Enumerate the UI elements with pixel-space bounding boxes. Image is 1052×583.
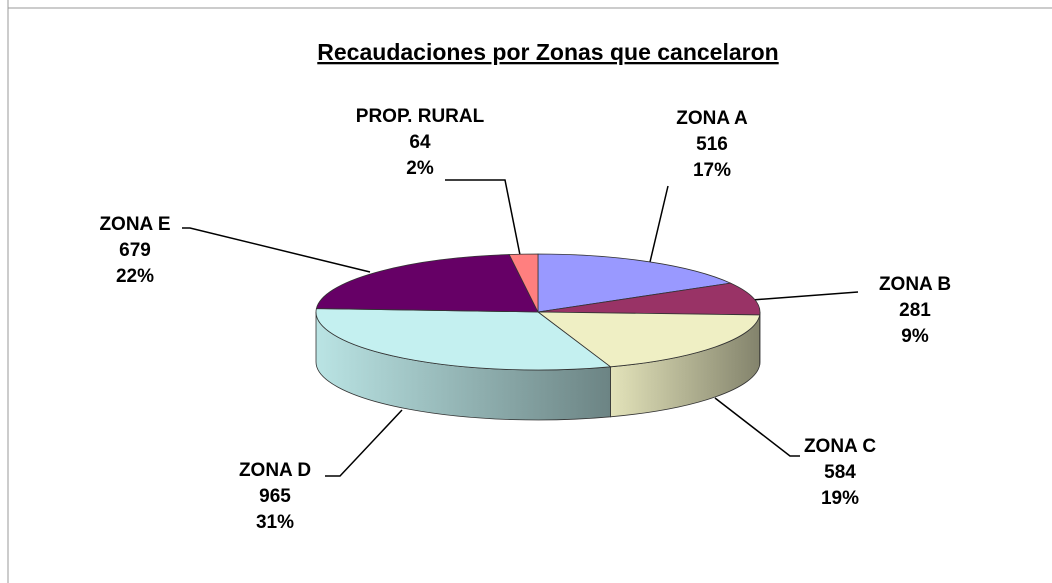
label-percent: 31%	[256, 512, 294, 533]
slice	[508, 253, 539, 313]
label-percent: 19%	[821, 488, 859, 509]
label-value: 281	[899, 300, 931, 321]
slice	[537, 253, 732, 313]
leader-line	[714, 397, 800, 457]
label-value: 965	[259, 486, 291, 507]
slice	[536, 311, 761, 368]
leader-lines	[182, 179, 859, 477]
label-name: ZONA C	[804, 436, 876, 457]
leader-line	[649, 185, 669, 263]
label-name: ZONA B	[879, 274, 951, 295]
leader-line	[182, 227, 371, 273]
label-name: ZONA A	[676, 108, 748, 129]
slice	[315, 254, 539, 313]
label-value: 679	[119, 240, 151, 261]
chart-title: Recaudaciones por Zonas que cancelaron	[317, 39, 778, 65]
label-value: 516	[696, 134, 728, 155]
leader-line	[445, 179, 521, 256]
leader-line	[751, 291, 859, 301]
label-name: ZONA D	[239, 460, 311, 481]
label-value: 64	[409, 132, 431, 153]
label-name: ZONA E	[99, 214, 170, 235]
pie-tops	[315, 253, 761, 371]
label-name: PROP. RURAL	[356, 106, 485, 127]
label-percent: 9%	[901, 326, 929, 347]
label-percent: 2%	[406, 158, 434, 179]
leader-line	[325, 409, 403, 477]
label-percent: 17%	[693, 160, 731, 181]
label-percent: 22%	[116, 266, 154, 287]
slice	[315, 308, 612, 371]
data-labels: ZONA A 516 17% ZONA B 281 9% ZONA C 584 19% ZONA …	[99, 106, 951, 533]
label-value: 584	[824, 462, 856, 483]
slice	[537, 282, 761, 316]
